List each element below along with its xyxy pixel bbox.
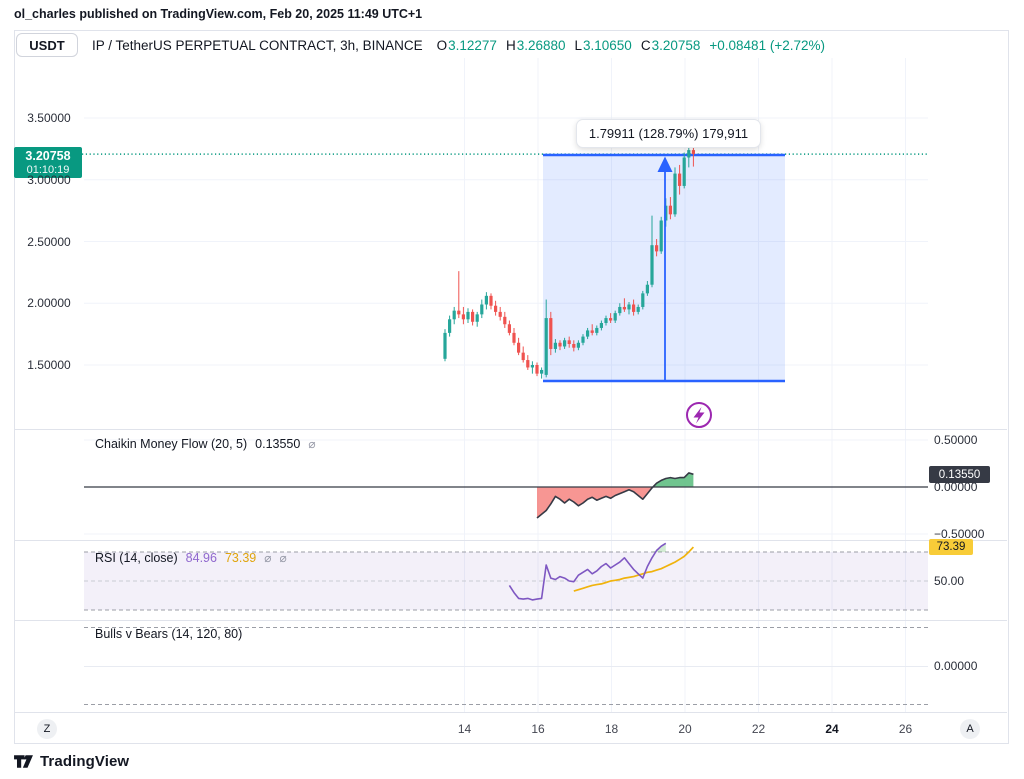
price-tick-label: 3.00000	[27, 172, 71, 187]
cmf-scale-label: −0.50000	[934, 527, 985, 541]
time-axis-label[interactable]: 20	[678, 722, 692, 736]
open-label: O	[436, 37, 448, 53]
footer-brand: TradingView	[13, 751, 129, 772]
cmf-value-badge: 0.13550	[929, 466, 990, 483]
auto-scale-button[interactable]: A	[960, 719, 980, 739]
cmf-hidden-value-icon[interactable]: ⌀	[308, 437, 316, 451]
rsi-legend-value: 84.96	[185, 551, 217, 565]
chart-widget	[14, 30, 1009, 744]
rsi-ma-legend-value: 73.39	[224, 551, 257, 565]
bvb-scale-label: 0.00000	[934, 659, 978, 673]
rsi-legend-title[interactable]: RSI (14, close)	[95, 551, 178, 565]
tradingview-brand-text: TradingView	[40, 753, 130, 770]
price-tick-label: 3.50000	[27, 111, 71, 125]
time-axis-label[interactable]: 24	[825, 722, 839, 736]
high-value: 3.26880	[516, 37, 566, 53]
rsi-scale-label: 50.00	[934, 574, 965, 588]
cmf-legend: Chaikin Money Flow (20, 5) 0.13550 ⌀	[95, 437, 316, 451]
cmf-legend-title[interactable]: Chaikin Money Flow (20, 5)	[95, 437, 248, 451]
time-axis-label[interactable]: 26	[898, 722, 913, 736]
measure-tooltip: 1.79911 (128.79%) 179,911	[576, 119, 761, 148]
rsi-hidden-value-icon[interactable]: ⌀	[264, 551, 272, 565]
change-value: +0.08481 (+2.72%)	[709, 37, 825, 53]
time-axis-label[interactable]: 16	[531, 722, 545, 736]
cmf-scale-label: 0.50000	[934, 433, 978, 447]
bar-countdown: 01:10:19	[26, 164, 70, 176]
time-axis-label[interactable]: 22	[751, 722, 766, 736]
rsi-value-badge: 73.39	[929, 539, 973, 555]
symbol-title[interactable]: IP / TetherUS PERPETUAL CONTRACT, 3h, BI…	[92, 37, 423, 53]
low-value: 3.10650	[583, 37, 632, 53]
cmf-legend-value: 0.13550	[255, 437, 301, 451]
close-value: 3.20758	[651, 37, 701, 53]
last-price-label: 3.20758 01:10:19	[14, 147, 82, 178]
price-tick-label: 2.00000	[27, 296, 71, 311]
symbol-bar: USDT IP / TetherUS PERPETUAL CONTRACT, 3…	[16, 33, 825, 57]
time-axis-label[interactable]: 18	[604, 722, 619, 736]
rsi-legend: RSI (14, close) 84.96 73.39 ⌀ ⌀	[95, 551, 287, 565]
tradingview-logo-icon	[14, 755, 33, 768]
cmf-scale-label: 0.00000	[934, 480, 978, 494]
bvb-legend: Bulls v Bears (14, 120, 80)	[95, 627, 242, 641]
bvb-legend-title[interactable]: Bulls v Bears (14, 120, 80)	[95, 627, 243, 641]
time-axis-label[interactable]: 14	[457, 722, 472, 736]
ohlc-readout: O3.12277 H3.26880 L3.10650 C3.20758 +0.0…	[437, 38, 825, 53]
open-value: 3.12277	[448, 37, 497, 53]
timezone-button[interactable]: Z	[37, 719, 57, 739]
last-price-value: 3.20758	[25, 149, 71, 163]
price-tick-label: 2.50000	[27, 234, 71, 249]
rsi-ma-hidden-value-icon[interactable]: ⌀	[279, 551, 287, 565]
price-tick-label: 1.50000	[27, 358, 71, 372]
low-label: L	[574, 37, 583, 53]
close-label: C	[640, 37, 651, 53]
high-label: H	[505, 37, 516, 53]
attribution-text: ol_charles published on TradingView.com,…	[14, 7, 423, 21]
quote-currency-button[interactable]: USDT	[16, 33, 78, 57]
